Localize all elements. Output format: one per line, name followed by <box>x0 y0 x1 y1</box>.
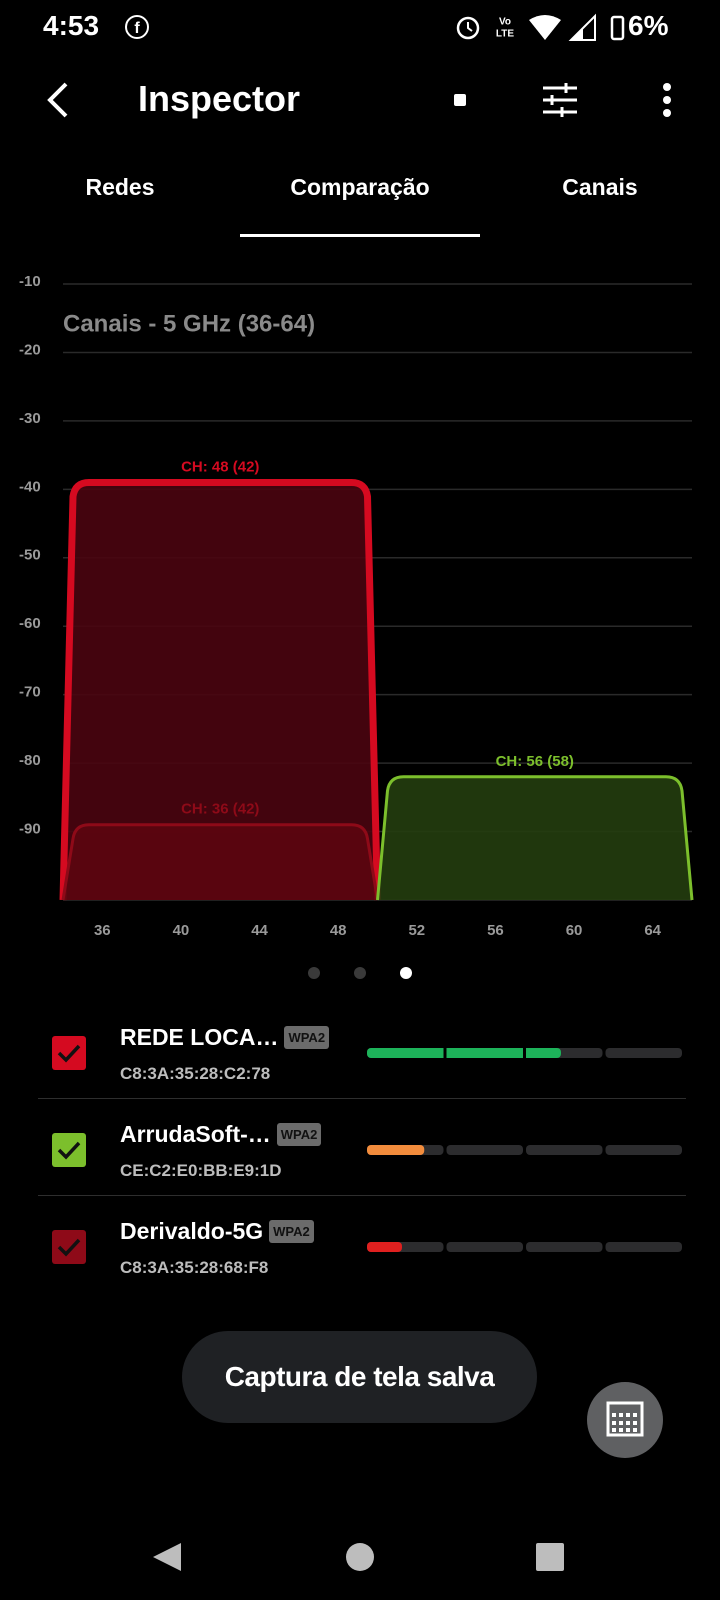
network-row: Derivaldo-5G WPA2 C8:3A:35:28:68:F8 <box>38 1196 686 1292</box>
network-name-line: ArrudaSoft-… WPA2 <box>120 1121 322 1148</box>
tab-indicator <box>240 234 480 237</box>
filter-button[interactable] <box>540 82 580 118</box>
y-tick-label: -10 <box>19 273 41 290</box>
facebook-icon: f <box>125 15 149 39</box>
network-row: REDE LOCA… WPA2 C8:3A:35:28:C2:78 <box>38 1002 686 1099</box>
channel-chart: Canais - 5 GHz (36-64) -10 -20 -30 -40 -50 -6… <box>19 273 694 939</box>
y-tick-label: -70 <box>19 684 41 701</box>
svg-text:LTE: LTE <box>496 29 514 40</box>
x-tick-label: 44 <box>251 922 268 939</box>
toolbar-title: Inspector <box>138 78 301 119</box>
signal-fill <box>367 1242 402 1252</box>
network-label: CH: 36 (42) <box>181 801 259 818</box>
x-tick-label: 56 <box>487 922 504 939</box>
checkmark <box>57 1238 81 1257</box>
tab[interactable]: Redes <box>85 174 155 200</box>
network-curve <box>61 823 379 901</box>
signal-gap <box>443 1048 447 1058</box>
x-tick-label: 36 <box>94 922 111 939</box>
bssid: CE:C2:E0:BB:E9:1D <box>120 1161 282 1180</box>
x-tick-label: 40 <box>173 922 190 939</box>
signal-track <box>605 1048 682 1058</box>
tab[interactable]: Comparação <box>290 174 430 200</box>
clock: 4:53 <box>43 10 100 41</box>
more-button[interactable] <box>660 82 674 118</box>
record-indicator[interactable] <box>454 94 466 106</box>
signal-track <box>526 1145 603 1155</box>
toast: Captura de tela salva <box>182 1331 537 1423</box>
signal-bar <box>367 1048 682 1058</box>
page-dot <box>354 967 366 979</box>
page-indicator <box>308 967 412 979</box>
y-tick-label: -50 <box>19 547 41 564</box>
x-tick-label: 60 <box>566 922 583 939</box>
signal-track <box>446 1242 523 1252</box>
tab-bar: Redes Comparação Canais <box>0 170 720 240</box>
network-row: ArrudaSoft-… WPA2 CE:C2:E0:BB:E9:1D <box>38 1099 686 1196</box>
signal-track <box>605 1145 682 1155</box>
svg-text:Vo: Vo <box>499 17 511 28</box>
nav-back[interactable] <box>153 1543 181 1571</box>
network-name: ArrudaSoft-… <box>120 1121 271 1147</box>
battery-level: 6% <box>628 10 669 41</box>
y-tick-label: -90 <box>19 821 41 838</box>
signal-track <box>605 1242 682 1252</box>
tab[interactable]: Canais <box>562 174 638 200</box>
checkbox[interactable] <box>52 1036 86 1070</box>
signal-track <box>526 1242 603 1252</box>
checkmark <box>57 1044 81 1063</box>
security-badge: WPA2 <box>284 1026 330 1049</box>
nav-recents[interactable] <box>536 1543 564 1571</box>
checkbox[interactable] <box>52 1230 86 1264</box>
y-tick-label: -80 <box>19 752 41 769</box>
signal-track <box>446 1145 523 1155</box>
network-curve <box>376 775 694 901</box>
y-tick-label: -60 <box>19 615 41 632</box>
security-badge: WPA2 <box>269 1220 314 1243</box>
chart-title: Canais - 5 GHz (36-64) <box>63 310 315 337</box>
y-tick-label: -20 <box>19 341 41 358</box>
page-dot <box>400 967 412 979</box>
y-tick-label: -30 <box>19 410 41 427</box>
network-label: CH: 56 (58) <box>496 753 574 770</box>
signal-bar <box>367 1145 682 1155</box>
x-tick-label: 48 <box>330 922 347 939</box>
bssid: C8:3A:35:28:68:F8 <box>120 1258 269 1277</box>
bssid: C8:3A:35:28:C2:78 <box>120 1064 271 1083</box>
svg-text:f: f <box>134 20 140 37</box>
back-button[interactable] <box>38 80 74 120</box>
checkmark <box>57 1141 81 1160</box>
fab[interactable] <box>586 1381 664 1459</box>
nav-home[interactable] <box>346 1543 374 1571</box>
signal-bar <box>367 1242 682 1252</box>
nav-bar <box>153 1543 564 1571</box>
network-curve <box>59 478 381 901</box>
x-tick-label: 64 <box>644 922 661 939</box>
signal-fill <box>367 1145 425 1155</box>
security-badge: WPA2 <box>276 1123 322 1146</box>
checkbox[interactable] <box>52 1133 86 1167</box>
page-dot <box>308 967 320 979</box>
network-name: Derivaldo-5G <box>120 1218 264 1244</box>
network-name: REDE LOCA… <box>120 1024 279 1050</box>
network-name-line: Derivaldo-5G WPA2 <box>120 1218 314 1245</box>
signal-fill <box>367 1048 561 1058</box>
network-name-line: REDE LOCA… WPA2 <box>120 1024 330 1051</box>
signal-gap <box>523 1048 526 1058</box>
network-label: CH: 48 (42) <box>181 458 259 475</box>
x-tick-label: 52 <box>408 922 425 939</box>
y-tick-label: -40 <box>19 478 41 495</box>
